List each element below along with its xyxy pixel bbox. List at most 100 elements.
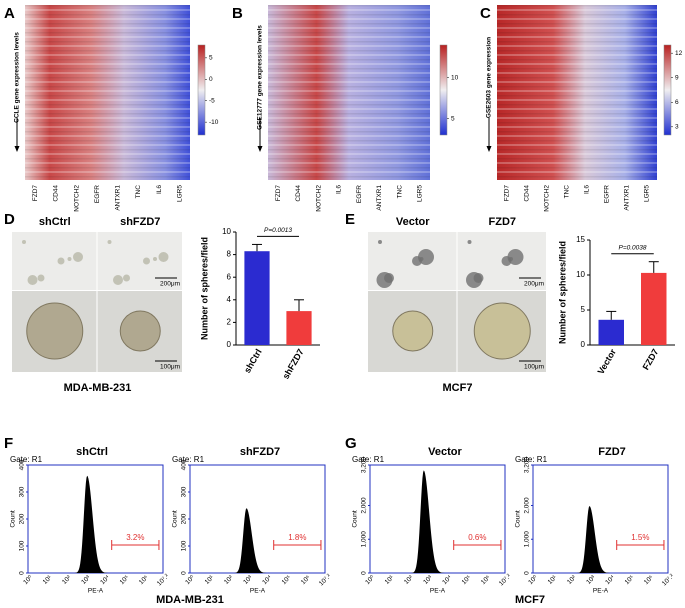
y-tick-label: 200: [181, 513, 188, 524]
flow-frame: [532, 464, 669, 574]
colorbar-label: 6: [675, 99, 679, 106]
y-tick-label: 1,000: [361, 531, 368, 548]
x-tick-label: 10¹: [547, 574, 559, 586]
colorbar-label: 3: [675, 124, 679, 131]
colorbar: [663, 44, 672, 136]
x-tick-label: 10⁵: [461, 574, 473, 586]
bar: [286, 311, 312, 345]
condition-label: shFZD7: [120, 216, 160, 228]
gene-label: CD44: [295, 185, 302, 202]
bar: [244, 251, 270, 345]
gene-label: IL6: [584, 185, 591, 194]
x-tick-label: FZD7: [641, 347, 661, 371]
x-tick-label: 10⁷.²: [156, 572, 171, 587]
histogram: [190, 508, 271, 573]
gate-label: Gate: R1: [352, 455, 385, 464]
heatmap-ylabel: GSE2603 gene expression: [486, 37, 493, 118]
gene-label: ANTXR1: [376, 185, 383, 211]
heatmap-texture: [25, 5, 190, 180]
x-tick-label: 10²: [223, 574, 235, 586]
cell-line: MDA-MB-231: [156, 594, 224, 606]
gene-label: LGR5: [176, 185, 183, 202]
cell-line: MCF7: [443, 382, 473, 394]
x-tick-label: 10⁶: [138, 574, 150, 586]
y-tick-label: 5: [581, 305, 586, 314]
y-tick-label: 4: [227, 295, 232, 304]
sphere: [37, 274, 45, 282]
y-tick-label: 1,000: [524, 531, 531, 548]
y-tick-label: 300: [19, 486, 26, 497]
x-tick-label: 10³: [585, 574, 597, 586]
colorbar: [439, 44, 448, 136]
gate-percent: 1.5%: [631, 533, 649, 542]
x-tick-label: 10⁷.²: [318, 572, 333, 587]
x-axis-label: PE-A: [430, 588, 446, 595]
gene-label: ANTXR1: [624, 185, 631, 211]
panel-letter: F: [4, 435, 13, 452]
gene-label: IL6: [336, 185, 343, 194]
gene-label: NOTCH2: [544, 185, 551, 212]
y-tick-label: 100: [19, 540, 26, 551]
colorbar-label: 9: [675, 74, 679, 81]
colorbar-label: -5: [209, 97, 215, 104]
x-tick-label: 10¹: [384, 574, 396, 586]
y-axis-label: Number of spheres/field: [199, 237, 209, 340]
y-tick-label: 0: [227, 340, 232, 349]
y-axis-label: Count: [172, 510, 179, 528]
x-tick-label: 10⁵: [624, 574, 636, 586]
panel-letter: A: [4, 5, 15, 22]
y-tick-label: 15: [576, 235, 585, 244]
gene-label: NOTCH2: [315, 185, 322, 212]
y-tick-label: 6: [227, 272, 232, 281]
y-tick-label: 0: [524, 571, 531, 575]
panel-letter: C: [480, 5, 491, 22]
panel-letter: B: [232, 5, 243, 22]
histogram: [28, 475, 112, 573]
y-tick-label: 2,000: [361, 497, 368, 514]
colorbar-label: 5: [451, 115, 455, 122]
sphere: [418, 249, 434, 265]
y-tick-label: 0: [181, 571, 188, 575]
y-tick-label: 10: [222, 227, 231, 236]
y-axis-label: Count: [10, 510, 17, 528]
histogram: [533, 506, 614, 573]
sphere: [384, 273, 394, 283]
y-tick-label: 3,200: [524, 456, 531, 473]
x-tick-label: 10⁴: [441, 574, 453, 586]
scale-label: 200μm: [524, 281, 544, 288]
scale-label: 200μm: [160, 281, 180, 288]
arrow-head: [486, 146, 492, 152]
x-axis-label: PE-A: [250, 588, 266, 595]
sphere: [123, 274, 130, 282]
colorbar-label: 0: [209, 76, 213, 83]
x-tick-label: 10⁶: [480, 574, 492, 586]
y-axis-label: Count: [352, 510, 359, 528]
sphere: [507, 249, 524, 265]
gene-label: NOTCH2: [73, 185, 80, 212]
gene-label: EGFR: [604, 185, 611, 203]
heatmap-ylabel: GSE12777 gene expression levels: [257, 25, 264, 130]
condition-label: Vector: [396, 216, 430, 228]
gene-label: CD44: [53, 185, 60, 202]
condition-label: FZD7: [489, 216, 517, 228]
y-tick-label: 8: [227, 250, 232, 259]
y-tick-label: 400: [19, 459, 26, 470]
x-tick-label: shCtrl: [242, 347, 264, 375]
sphere: [473, 273, 484, 283]
gene-label: EGFR: [356, 185, 363, 203]
sphere: [143, 257, 150, 265]
gene-label: FZD7: [275, 185, 282, 202]
y-axis-label: Number of spheres/field: [557, 241, 567, 344]
heatmap-ylabel: CCLE gene expression levels: [14, 32, 21, 123]
x-tick-label: 10⁶: [300, 574, 312, 586]
flow-title: shCtrl: [76, 446, 108, 458]
p-value: P=0.0038: [618, 244, 646, 251]
colorbar-label: -10: [209, 119, 219, 126]
scale-label: 100μm: [524, 364, 544, 371]
gate-label: Gate: R1: [172, 455, 205, 464]
bar: [641, 272, 667, 345]
gene-label: CD44: [524, 185, 531, 202]
x-tick-label: shFZD7: [281, 347, 306, 381]
y-tick-label: 0: [581, 340, 586, 349]
